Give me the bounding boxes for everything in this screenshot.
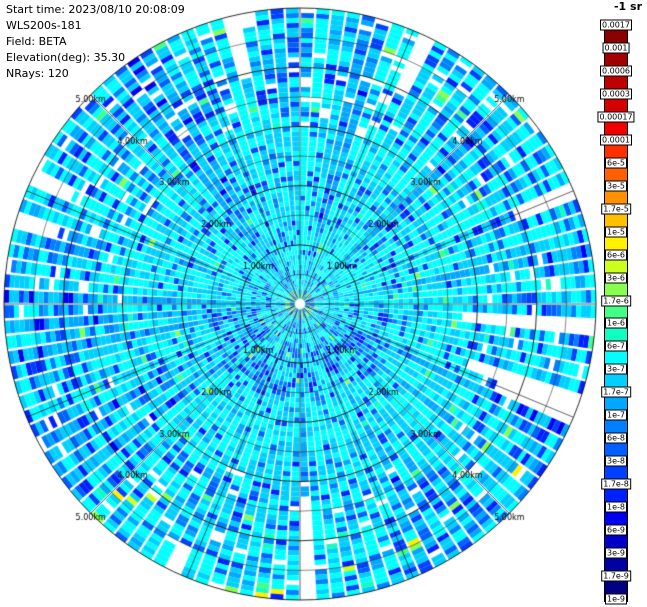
colorbar-tick-label: 3e-5 [605, 180, 627, 192]
colorbar-tick-label: 6e-6 [605, 249, 627, 261]
start-time-text: Start time: 2023/08/10 20:08:09 [6, 3, 185, 16]
colorbar-tick-label: 1.7e-8 [601, 478, 631, 490]
colorbar-segment [605, 323, 627, 347]
colorbar-tick-label: 1e-9 [605, 593, 627, 605]
colorbar-tick-label: 1e-7 [605, 409, 627, 421]
colorbar-segment [605, 484, 627, 508]
colorbar-tick-label: 3e-8 [605, 455, 627, 467]
elevation-text: Elevation(deg): 35.30 [6, 51, 126, 64]
colorbar-units-label: -1 sr [613, 0, 642, 13]
colorbar-segment [605, 300, 627, 324]
colorbar-segment [605, 93, 627, 117]
colorbar-segment [605, 461, 627, 485]
colorbar-segment [605, 277, 627, 301]
colorbar-tick-label: 6e-9 [605, 524, 627, 536]
colorbar-segment [605, 162, 627, 186]
colorbar-tick-label: 1e-8 [605, 501, 627, 513]
colorbar-tick-label: 1.7e-9 [601, 570, 631, 582]
colorbar-tick-label: 0.0003 [600, 88, 632, 100]
colorbar-segment [605, 208, 627, 232]
scan-metadata-block: Start time: 2023/08/10 20:08:09 WLS200s-… [6, 2, 185, 82]
colorbar-segment [605, 507, 627, 530]
colorbar-segment [605, 438, 627, 462]
nrays-text: NRays: 120 [6, 67, 69, 80]
colorbar-tick-label: 1e-5 [605, 226, 627, 238]
colorbar-segment [605, 369, 627, 393]
colorbar-segment [605, 575, 627, 599]
colorbar-segment [605, 415, 627, 439]
colorbar-tick-label: 1.7e-6 [601, 295, 631, 307]
colorbar-tick-label: 3e-9 [605, 547, 627, 559]
colorbar-tick-label: 0.0017 [600, 19, 632, 31]
colorbar-segment [605, 346, 627, 370]
field-name-text: Field: BETA [6, 35, 67, 48]
instrument-name-text: WLS200s-181 [6, 19, 82, 32]
colorbar-tick-label: 1.7e-5 [601, 203, 631, 215]
colorbar-segment [605, 392, 627, 416]
colorbar-segment [605, 552, 627, 576]
colorbar-segment [605, 185, 627, 209]
colorbar-tick-label: 3e-6 [605, 272, 627, 284]
colorbar-tick-label: 0.0001 [600, 134, 632, 146]
colorbar-tick-label: 1e-6 [605, 317, 627, 329]
colorbar-segment [605, 529, 627, 553]
colorbar-tick-label: 0.00017 [597, 111, 635, 123]
colorbar-segment [605, 25, 627, 48]
colorbar-segment [605, 70, 627, 94]
colorbar-segment [605, 116, 627, 140]
colorbar-tick-label: 6e-7 [605, 340, 627, 352]
colorbar-segment [605, 231, 627, 255]
colorbar-tick-label: 1.7e-7 [601, 386, 631, 398]
colorbar-segment [605, 139, 627, 163]
colorbar-segment [605, 47, 627, 71]
ppi-scan-canvas [0, 0, 600, 607]
colorbar-tick-label: 0.001 [602, 42, 630, 54]
colorbar-segment [605, 254, 627, 278]
colorbar-tick-label: 6e-5 [605, 157, 627, 169]
colorbar: 0.0017 0.001 0.0006 0.0003 0.00017 0.0001 6e-5… [597, 19, 635, 605]
colorbar-tick-label: 3e-7 [605, 363, 627, 375]
colorbar-tick-label: 0.0006 [600, 65, 632, 77]
colorbar-tick-label: 6e-8 [605, 432, 627, 444]
